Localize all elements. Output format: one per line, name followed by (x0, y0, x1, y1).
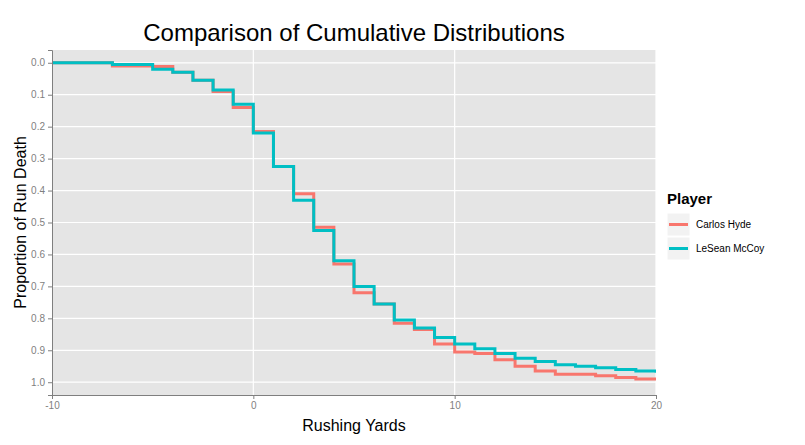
grid-line-y (52, 254, 656, 255)
y-tick-mark (48, 382, 52, 383)
y-tick-label: 0.6 (31, 249, 45, 260)
grid-line-y (52, 350, 656, 351)
grid-line-y (52, 126, 656, 127)
y-tick-label: 0.5 (31, 217, 45, 228)
y-tick-label: 1.0 (31, 377, 45, 388)
x-axis-line (53, 396, 657, 400)
y-tick: 0.2 (31, 121, 52, 132)
y-tick-mark (48, 127, 52, 128)
y-tick-label: 0.2 (31, 121, 45, 132)
y-tick-mark (48, 350, 52, 351)
y-axis-line (48, 51, 53, 396)
x-tick-mark (656, 395, 657, 399)
x-tick-label: 10 (450, 400, 462, 411)
grid-line-y (52, 318, 656, 319)
series-line (52, 63, 656, 379)
chart: -10 0 10 20 0.0 0.1 0.2 0.3 0.4 0.5 0.6 0.7 0.8 0.9 1.… (0, 0, 805, 445)
legend-swatch (669, 247, 688, 250)
y-axis-title: Proportion of Run Death (12, 136, 29, 309)
x-axis: -10 0 10 20 (45, 395, 662, 411)
y-tick-mark (48, 159, 52, 160)
x-tick-mark (253, 395, 254, 399)
y-tick-label: 0.8 (31, 313, 45, 324)
y-tick-label: 0.9 (31, 345, 45, 356)
y-tick: 0.4 (31, 185, 52, 196)
y-tick-mark (48, 95, 52, 96)
y-tick-label: 0.3 (31, 153, 45, 164)
legend-label: Carlos Hyde (696, 219, 751, 230)
x-tick: 20 (651, 395, 663, 411)
title: Comparison of Cumulative Distributions (143, 19, 565, 46)
y-tick-mark (48, 63, 52, 64)
x-tick: 10 (450, 395, 462, 411)
grid (52, 50, 656, 395)
y-tick: 0.7 (31, 281, 52, 292)
grid-line-y (52, 190, 656, 191)
marks (52, 63, 656, 379)
grid-line-y (52, 158, 656, 159)
y-tick: 0.0 (31, 57, 52, 68)
grid-line-y (52, 222, 656, 223)
plot-background (52, 50, 656, 395)
x-tick: 0 (251, 395, 257, 411)
y-tick: 0.1 (31, 89, 52, 100)
series-line (52, 63, 656, 373)
y-tick-label: 0.0 (31, 57, 45, 68)
x-tick-mark (455, 395, 456, 399)
y-axis: 0.0 0.1 0.2 0.3 0.4 0.5 0.6 0.7 0.8 0.9 1.0 (31, 51, 52, 396)
y-tick: 0.5 (31, 217, 52, 228)
y-tick-mark (48, 254, 52, 255)
y-tick: 0.6 (31, 249, 52, 260)
legend-title: Player (667, 190, 712, 207)
x-tick: -10 (45, 395, 60, 411)
y-tick: 0.9 (31, 345, 52, 356)
y-tick: 0.8 (31, 313, 52, 324)
legend-key (667, 237, 690, 260)
y-tick-label: 0.7 (31, 281, 45, 292)
y-tick: 0.3 (31, 153, 52, 164)
y-tick-mark (48, 223, 52, 224)
legend: Player Carlos Hyde LeSean McCoy (667, 190, 764, 260)
x-axis-title: Rushing Yards (302, 417, 405, 434)
y-tick-label: 0.1 (31, 89, 45, 100)
y-tick-label: 0.4 (31, 185, 45, 196)
y-tick-mark (48, 318, 52, 319)
y-tick-mark (48, 286, 52, 287)
legend-label: LeSean McCoy (696, 243, 764, 254)
legend-key (667, 213, 690, 236)
grid-line-y (52, 94, 656, 95)
x-tick-label: 20 (651, 400, 663, 411)
x-tick-label: -10 (45, 400, 60, 411)
legend-swatch (669, 223, 688, 226)
y-tick: 1.0 (31, 377, 52, 388)
x-tick-label: 0 (251, 400, 257, 411)
y-tick-mark (48, 191, 52, 192)
grid-line-y (52, 382, 656, 383)
